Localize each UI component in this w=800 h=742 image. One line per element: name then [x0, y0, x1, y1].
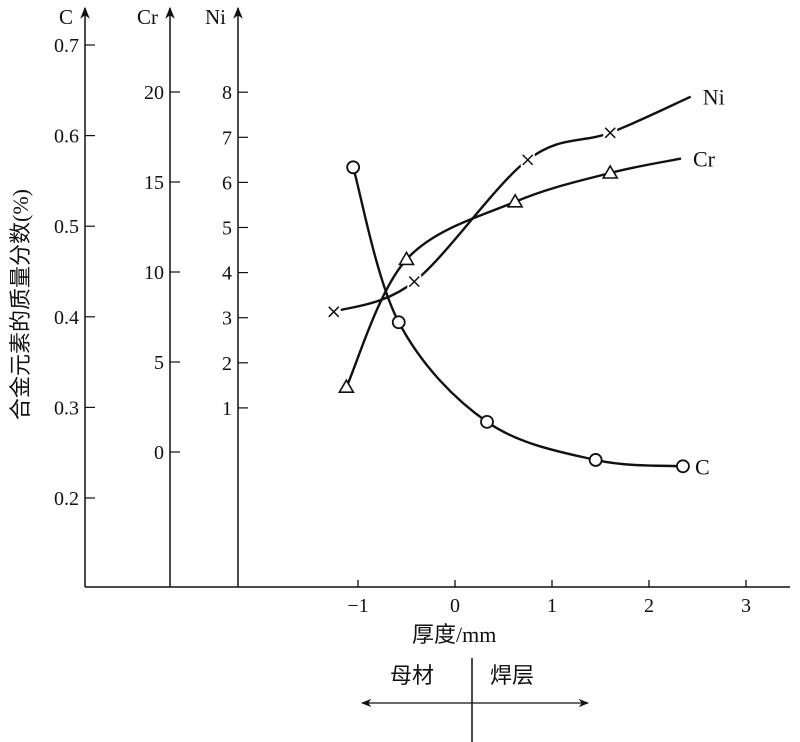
series-label-ni: Ni [703, 85, 725, 110]
series-label-c: C [695, 454, 710, 479]
y-tick-label-ni: 7 [222, 127, 232, 149]
x-tick-label: 1 [547, 595, 557, 617]
data-point-cr [398, 250, 415, 266]
data-point-c [588, 453, 603, 467]
y-tick-label-ni: 5 [222, 218, 232, 240]
y-tick-label-c: 0.3 [54, 397, 79, 419]
data-point-cr [337, 378, 355, 393]
y-tick-label-c: 0.6 [54, 126, 79, 148]
data-point-ni [328, 306, 340, 318]
y-tick-label-cr: 15 [144, 172, 164, 194]
y-tick-label-ni: 6 [222, 172, 232, 194]
y-axis-name-ni: Ni [205, 5, 226, 29]
data-point-ni [604, 127, 616, 139]
y-tick-label-ni: 4 [222, 263, 232, 285]
y-tick-label-cr: 5 [154, 352, 164, 374]
y-axis-name-c: C [59, 5, 73, 29]
y-tick-label-cr: 10 [144, 262, 164, 284]
x-tick-label: 3 [741, 595, 751, 617]
y-tick-label-cr: 0 [154, 442, 164, 464]
x-tick-label: 2 [644, 595, 654, 617]
data-point-ni [408, 276, 420, 288]
y-axis-label: 合金元素的质量分数(%) [8, 189, 33, 420]
x-axis-label: 厚度/mm [412, 622, 496, 647]
data-point-cr [601, 164, 619, 179]
y-tick-label-ni: 3 [222, 308, 232, 330]
region-label-base-metal: 母材 [390, 663, 434, 688]
y-tick-label-ni: 2 [222, 353, 232, 375]
data-point-ni [522, 154, 534, 166]
x-tick-label: −1 [347, 595, 368, 617]
region-label-weld-layer: 焊层 [490, 663, 534, 688]
y-tick-label-c: 0.5 [54, 216, 79, 238]
x-tick-label: 0 [450, 595, 460, 617]
y-tick-label-c: 0.2 [54, 488, 79, 510]
series-line-c [351, 166, 684, 468]
data-point-c [391, 315, 406, 330]
y-tick-label-c: 0.7 [54, 35, 79, 57]
series-label-cr: Cr [693, 147, 716, 172]
y-tick-label-c: 0.4 [54, 307, 79, 329]
y-tick-label-cr: 20 [144, 82, 164, 104]
y-tick-label-ni: 1 [222, 398, 232, 420]
data-point-c [676, 459, 690, 474]
data-point-c [346, 160, 361, 175]
y-axis-name-cr: Cr [137, 5, 158, 29]
data-point-c [480, 414, 494, 429]
data-point-cr [506, 193, 524, 208]
series-line-cr [345, 157, 682, 388]
y-tick-label-ni: 8 [222, 82, 232, 104]
